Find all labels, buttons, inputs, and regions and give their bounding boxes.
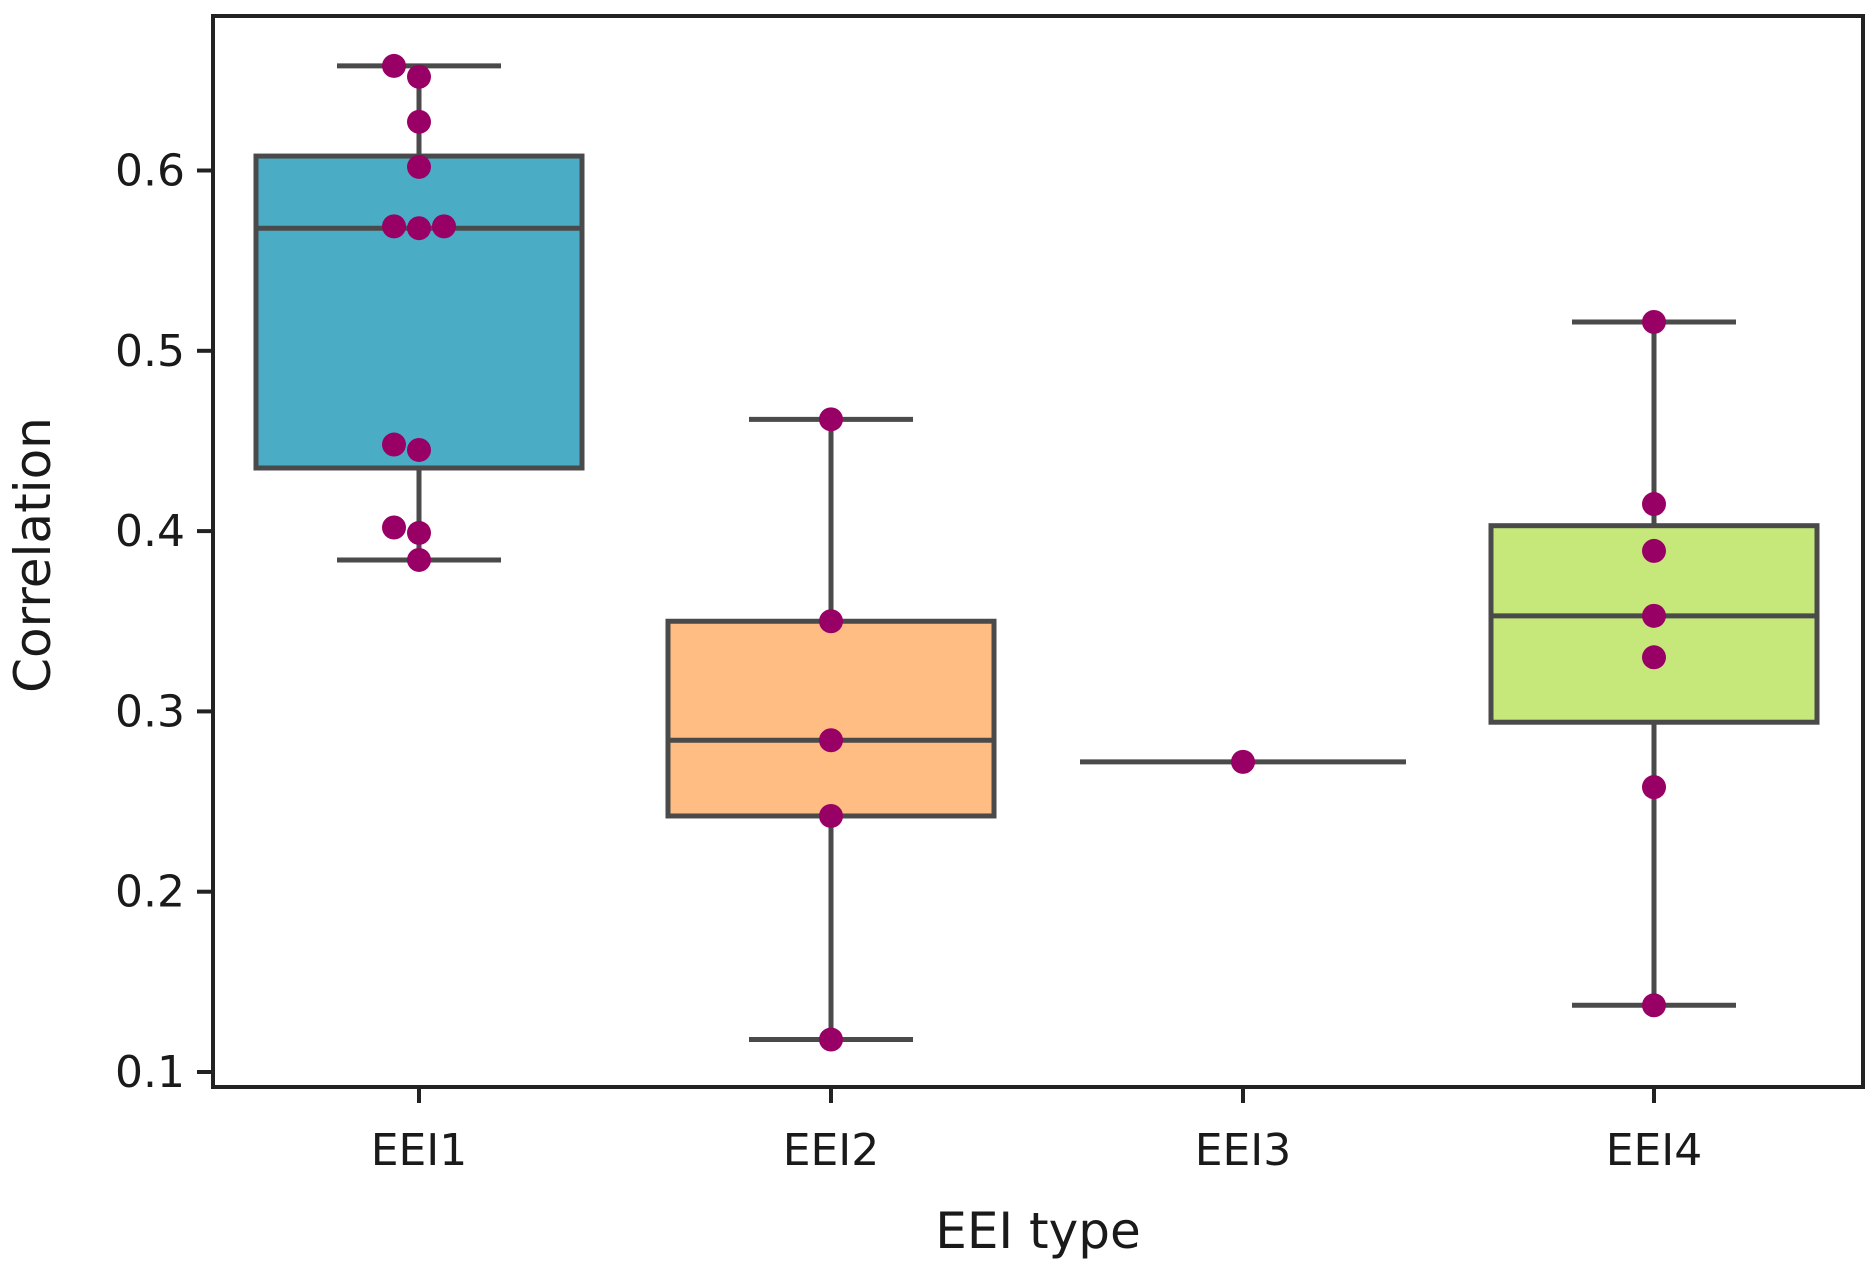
data-point-eei1: [407, 216, 431, 241]
x-axis: EEI1 EEI2 EEI3 EEI4: [371, 1087, 1703, 1176]
data-point-eei2: [819, 1027, 843, 1052]
box-eei2: [665, 618, 997, 819]
x-tick-label: EEI1: [371, 1125, 468, 1176]
data-point-eei4: [1642, 993, 1666, 1018]
data-point-eei1: [407, 154, 431, 179]
box-group-eei4: [1488, 309, 1820, 1018]
data-point-eei1: [407, 64, 431, 89]
y-tick-label: 0.3: [115, 686, 185, 737]
plot-frame: [211, 14, 1865, 1089]
y-tick-label: 0.1: [115, 1047, 185, 1098]
data-point-eei1: [382, 515, 406, 540]
data-point-eei4: [1642, 492, 1666, 517]
y-tick-label: 0.2: [115, 867, 185, 918]
box-eei1: [253, 153, 585, 471]
data-point-eei1: [382, 214, 406, 239]
data-point-eei2: [819, 803, 843, 828]
x-tick-label: EEI2: [783, 1125, 880, 1176]
data-point-eei4: [1642, 603, 1666, 628]
data-point-eei4: [1642, 645, 1666, 670]
y-axis: 0.1 0.2 0.3 0.4 0.5 0.6: [115, 146, 213, 1098]
data-point-eei2: [819, 728, 843, 753]
data-point-eei1: [382, 53, 406, 78]
data-point-eei1: [407, 109, 431, 134]
x-tick-label: EEI4: [1606, 1125, 1703, 1176]
y-axis-title: Correlation: [4, 417, 62, 693]
y-tick-label: 0.5: [115, 326, 185, 377]
data-point-eei1: [382, 432, 406, 457]
data-point-eei3: [1231, 749, 1255, 774]
box-group-eei1: [253, 53, 585, 572]
x-tick-label: EEI3: [1195, 1125, 1292, 1176]
x-axis-title: EEI type: [935, 1202, 1141, 1260]
plot-marks: [253, 53, 1820, 1052]
y-tick-label: 0.4: [115, 506, 185, 557]
data-point-eei4: [1642, 309, 1666, 334]
box-group-eei2: [665, 407, 997, 1052]
data-point-eei4: [1642, 538, 1666, 563]
data-point-eei4: [1642, 775, 1666, 800]
data-point-eei1: [407, 520, 431, 545]
data-point-eei1: [407, 547, 431, 572]
data-point-eei2: [819, 609, 843, 634]
y-tick-label: 0.6: [115, 146, 185, 197]
data-point-eei1: [432, 214, 456, 239]
box-group-eei3: [1080, 749, 1406, 774]
data-point-eei2: [819, 407, 843, 432]
data-point-eei1: [407, 437, 431, 462]
